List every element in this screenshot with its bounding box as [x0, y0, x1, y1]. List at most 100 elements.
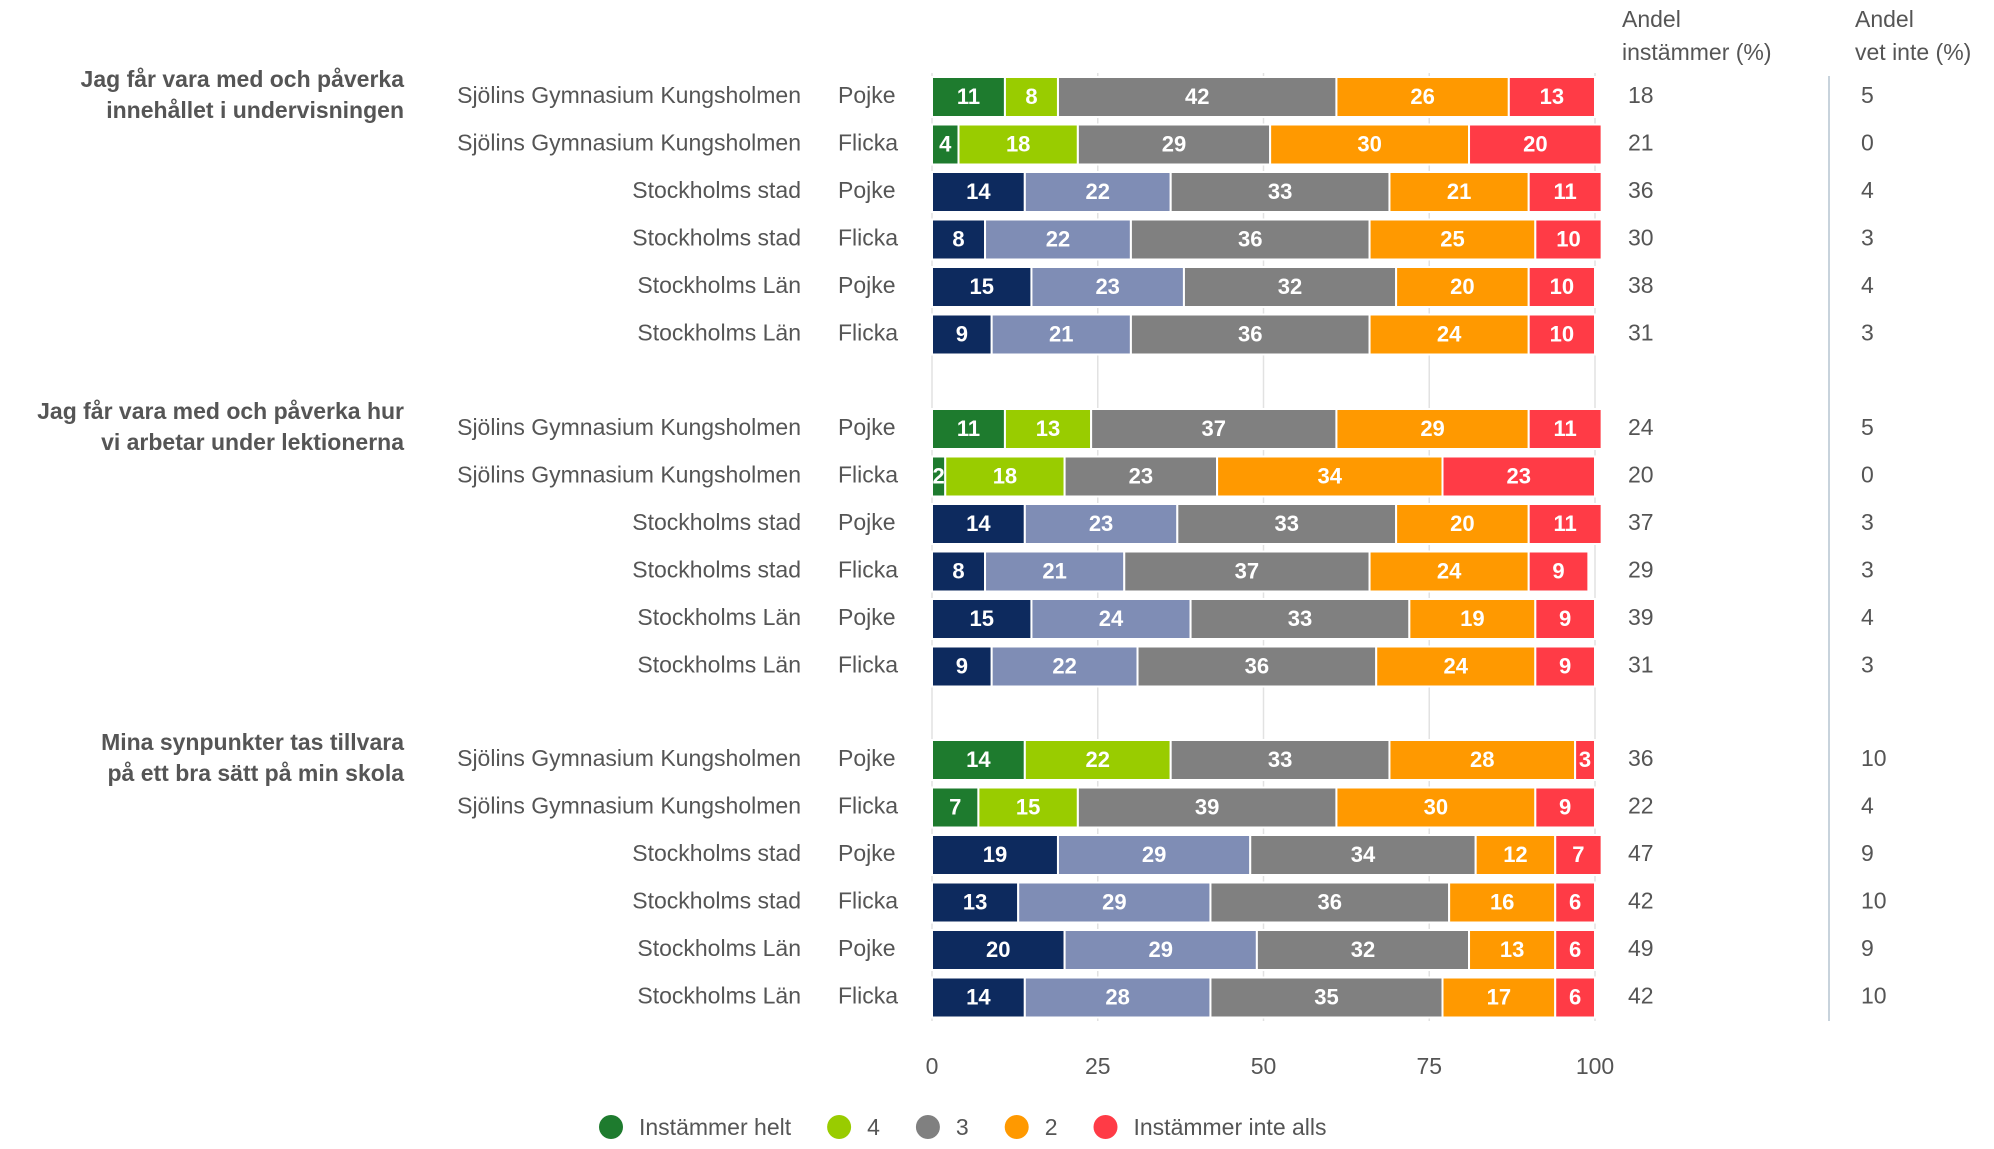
bar-segment: [1554, 881, 1596, 924]
gender-label: Pojke: [838, 840, 896, 866]
bar-segment: [1076, 786, 1338, 829]
unit-label: Stockholms stad: [632, 225, 801, 251]
agree-value: 22: [1628, 793, 1654, 819]
column-header: Andel: [1622, 6, 1681, 32]
x-tick-label: 50: [1251, 1053, 1277, 1079]
legend-label: Instämmer helt: [639, 1114, 792, 1140]
segment-label: 9: [1559, 606, 1571, 631]
bar-segment: [931, 976, 1026, 1019]
column-header: Andel: [1855, 6, 1914, 32]
bar-segment: [1136, 645, 1378, 688]
dontknow-value: 3: [1861, 557, 1874, 583]
bar-segment: [1554, 834, 1603, 876]
unit-label: Stockholms Län: [637, 652, 801, 678]
segment-label: 14: [966, 984, 991, 1009]
bar-segment: [931, 171, 1026, 213]
bar-segment: [1388, 739, 1577, 781]
segment-label: 32: [1278, 274, 1302, 299]
dontknow-value: 3: [1861, 225, 1874, 251]
bar-segment: [1527, 171, 1603, 213]
dontknow-value: 3: [1861, 652, 1874, 678]
segment-label: 14: [966, 747, 991, 772]
gender-label: Pojke: [838, 604, 896, 630]
bar-segment: [931, 123, 960, 166]
segment-label: 23: [1089, 511, 1113, 536]
x-tick-label: 75: [1416, 1053, 1442, 1079]
bar-segment: [1534, 645, 1596, 688]
segment-label: 22: [1086, 747, 1110, 772]
agree-value: 42: [1628, 983, 1654, 1009]
segment-label: 10: [1550, 321, 1574, 346]
segment-label: 13: [1500, 937, 1524, 962]
segment-label: 33: [1274, 511, 1298, 536]
bar-segment: [1395, 503, 1530, 545]
question: innehållet i undervisningen: [106, 97, 404, 123]
column-header: instämmer (%): [1622, 39, 1772, 65]
segment-label: 9: [956, 321, 968, 346]
segment-label: 20: [986, 937, 1010, 962]
bar-segment: [931, 739, 1026, 781]
bar-segment: [931, 313, 993, 356]
bar-segment: [1056, 834, 1252, 876]
segment-label: 23: [1095, 274, 1119, 299]
segment-label: 28: [1105, 984, 1129, 1009]
question: Jag får vara med och påverka: [81, 66, 405, 92]
segment-label: 34: [1318, 463, 1343, 488]
segment-label: 10: [1556, 226, 1580, 251]
segment-label: 33: [1268, 179, 1292, 204]
dontknow-value: 3: [1861, 320, 1874, 346]
segment-label: 11: [1554, 416, 1577, 441]
x-tick-label: 100: [1576, 1053, 1614, 1079]
segment-label: 21: [1042, 558, 1066, 583]
bar-segment: [1441, 455, 1597, 498]
segment-label: 21: [1049, 321, 1073, 346]
segment-label: 25: [1440, 226, 1464, 251]
segment-label: 13: [1540, 84, 1564, 109]
dontknow-value: 9: [1861, 840, 1874, 866]
unit-label: Stockholms Län: [637, 320, 801, 346]
bar-segment: [931, 503, 1026, 545]
segment-label: 8: [1025, 84, 1037, 109]
agree-value: 24: [1628, 414, 1654, 440]
segment-label: 30: [1357, 131, 1381, 156]
segment-label: 30: [1424, 794, 1448, 819]
bar-segment: [1209, 881, 1451, 924]
legend-marker: [1004, 1115, 1029, 1139]
bar-segment: [1003, 408, 1093, 450]
bar-segment: [1189, 598, 1411, 640]
bar-segment: [931, 76, 1006, 118]
segment-label: 37: [1202, 416, 1226, 441]
segment-label: 24: [1437, 558, 1462, 583]
unit-label: Stockholms stad: [632, 509, 801, 535]
bar-segment: [1368, 313, 1530, 356]
gender-label: Pojke: [838, 177, 896, 203]
segment-label: 14: [966, 511, 991, 536]
segment-label: 18: [1006, 131, 1030, 156]
unit-label: Stockholms Län: [637, 272, 801, 298]
segment-label: 4: [939, 131, 952, 156]
segment-label: 22: [1086, 179, 1110, 204]
agree-value: 31: [1628, 320, 1654, 346]
segment-label: 37: [1235, 558, 1259, 583]
unit-label: Sjölins Gymnasium Kungsholmen: [457, 793, 801, 819]
segment-label: 12: [1503, 842, 1527, 867]
bar-segment: [1090, 408, 1338, 450]
dontknow-value: 5: [1861, 82, 1874, 108]
segment-label: 24: [1444, 653, 1469, 678]
bar-segment: [1408, 598, 1537, 640]
bar-segment: [1574, 739, 1596, 781]
gender-label: Flicka: [838, 793, 898, 819]
segment-label: 7: [1572, 842, 1584, 867]
gender-label: Pojke: [838, 745, 896, 771]
segment-label: 24: [1099, 606, 1124, 631]
bar-segment: [1023, 171, 1172, 213]
agree-value: 20: [1628, 462, 1654, 488]
legend-marker: [827, 1115, 852, 1139]
segment-label: 15: [1016, 794, 1040, 819]
segment-label: 36: [1238, 321, 1262, 346]
gender-label: Pojke: [838, 414, 896, 440]
bar-segment: [931, 786, 980, 829]
legend-label: 2: [1045, 1114, 1058, 1140]
segment-label: 26: [1410, 84, 1434, 109]
